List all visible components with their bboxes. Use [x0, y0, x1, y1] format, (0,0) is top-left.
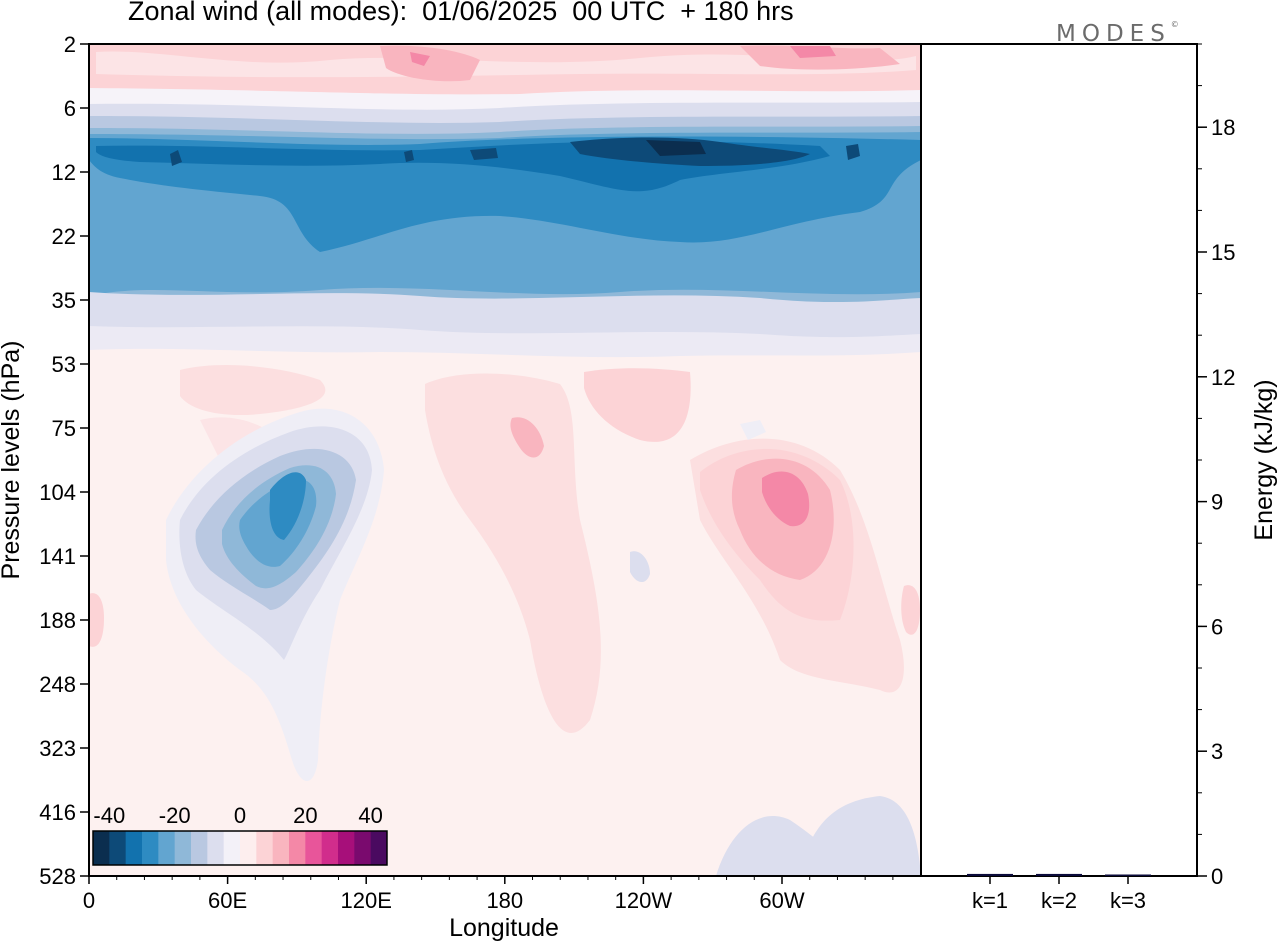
x-axis: 0 60E 120E 180 120W 60W — [83, 876, 894, 913]
colorbar-swatch — [191, 831, 208, 865]
colorbar-swatch — [354, 831, 372, 865]
energy-category-label: k=1 — [972, 888, 1008, 913]
y-axis: 2 6 12 22 35 53 75 104 141 188 248 323 416 528 — [39, 32, 89, 889]
colorbar-tick-label: -40 — [93, 803, 125, 828]
energy-category-label: k=2 — [1041, 888, 1077, 913]
y-tick-label: 188 — [39, 608, 76, 633]
energy-tick-label: 3 — [1211, 739, 1223, 764]
colorbar-tick-label: -20 — [159, 803, 191, 828]
energy-tick-label: 9 — [1211, 490, 1223, 515]
colorbar: -40 -20 0 20 40 — [92, 803, 388, 866]
colorbar-swatch — [289, 831, 306, 865]
energy-panel — [920, 43, 1198, 877]
y-tick-label: 323 — [39, 736, 76, 761]
energy-bars: 0 3 6 9 12 15 18 k=1 k=2 k=3 — [967, 43, 1235, 913]
y-tick-label: 528 — [39, 864, 76, 889]
x-tick-label: 180 — [486, 888, 523, 913]
energy-category-label: k=3 — [1110, 888, 1146, 913]
colorbar-swatch — [223, 831, 241, 865]
y-tick-label: 12 — [52, 160, 76, 185]
colorbar-swatch — [272, 831, 290, 865]
energy-tick-label: 0 — [1211, 864, 1223, 889]
y-tick-label: 141 — [39, 544, 76, 569]
colorbar-tick-label: 0 — [234, 803, 246, 828]
colorbar-swatch — [256, 831, 274, 865]
modes-logo: MODES© — [1056, 20, 1179, 47]
y-tick-label: 104 — [39, 480, 76, 505]
y-tick-label: 6 — [64, 96, 76, 121]
x-tick-label: 0 — [83, 888, 95, 913]
chart-title: Zonal wind (all modes): 01/06/2025 00 UT… — [128, 0, 794, 26]
y-tick-label: 75 — [52, 416, 76, 441]
y-tick-label: 35 — [52, 288, 76, 313]
colorbar-swatch — [142, 831, 159, 865]
x-tick-label: 120W — [615, 888, 673, 913]
energy-tick-label: 12 — [1211, 365, 1235, 390]
colorbar-swatch — [93, 831, 110, 865]
colorbar-swatch — [174, 831, 192, 865]
colorbar-swatch — [158, 831, 176, 865]
energy-bar — [1105, 874, 1151, 876]
y-tick-label: 248 — [39, 672, 76, 697]
colorbar-swatch — [207, 831, 225, 865]
energy-tick-label: 6 — [1211, 614, 1223, 639]
energy-tick-label: 15 — [1211, 240, 1235, 265]
colorbar-swatch — [305, 831, 323, 865]
x-axis-label: Longitude — [449, 914, 559, 942]
energy-bar — [967, 873, 1013, 876]
y-tick-label: 53 — [52, 352, 76, 377]
energy-tick-label: 18 — [1211, 115, 1235, 140]
x-tick-label: 60E — [208, 888, 247, 913]
energy-bar — [1036, 873, 1082, 876]
colorbar-swatch — [321, 831, 339, 865]
y-axis-label: Pressure levels (hPa) — [0, 341, 25, 580]
wind-field — [89, 44, 921, 876]
x-tick-label: 60W — [759, 888, 804, 913]
y-tick-label: 22 — [52, 224, 76, 249]
colorbar-swatch — [125, 831, 143, 865]
energy-axis-label: Energy (kJ/kg) — [1250, 379, 1278, 540]
colorbar-swatch — [240, 831, 257, 865]
y-tick-label: 416 — [39, 800, 76, 825]
colorbar-frame — [92, 830, 388, 866]
colorbar-swatch — [338, 831, 355, 865]
y-tick-label: 2 — [64, 32, 76, 57]
colorbar-tick-label: 40 — [358, 803, 382, 828]
colorbar-swatch — [109, 831, 127, 865]
colorbar-swatch — [370, 831, 388, 865]
colorbar-tick-label: 20 — [293, 803, 317, 828]
x-tick-label: 120E — [341, 888, 392, 913]
